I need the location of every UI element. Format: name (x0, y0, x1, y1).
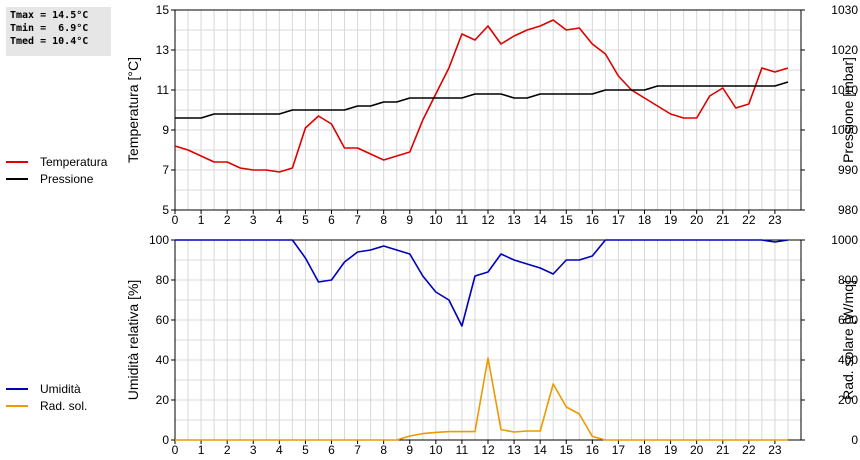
x-tick-label: 14 (533, 213, 547, 227)
y2-tick-label: 1010 (831, 83, 858, 97)
x-tick-label: 0 (172, 443, 179, 457)
stat-tmin: Tmin = 6.9°C (10, 23, 89, 34)
x-tick-label: 13 (507, 213, 521, 227)
y2-tick-label: 980 (838, 203, 858, 217)
legend-item-umidita: Umidità (6, 380, 87, 397)
y-tick-label: 20 (156, 393, 170, 407)
x-tick-label: 0 (172, 213, 179, 227)
y2-tick-label: 1000 (831, 123, 858, 137)
x-tick-label: 9 (406, 443, 413, 457)
y2-tick-label: 1020 (831, 43, 858, 57)
x-tick-label: 17 (612, 443, 626, 457)
y-tick-label: 15 (156, 3, 170, 17)
stat-tmax: Tmax = 14.5°C (10, 10, 89, 21)
y2-tick-label: 200 (838, 393, 858, 407)
x-tick-label: 10 (429, 443, 443, 457)
series-line-pressione (175, 81, 789, 119)
y-tick-label: 0 (162, 433, 169, 447)
y-tick-label: 7 (162, 163, 169, 177)
y-tick-label: 40 (156, 353, 170, 367)
x-tick-label: 21 (716, 443, 730, 457)
legend-label: Umidità (40, 381, 81, 396)
legend-swatch (6, 177, 28, 180)
x-tick-label: 23 (768, 213, 782, 227)
x-tick-label: 6 (328, 213, 335, 227)
y2-tick-label: 800 (838, 273, 858, 287)
y2-tick-label: 990 (838, 163, 858, 177)
x-tick-label: 4 (276, 213, 283, 227)
x-tick-label: 23 (768, 443, 782, 457)
x-tick-label: 1 (198, 443, 205, 457)
x-tick-label: 8 (380, 443, 387, 457)
x-tick-label: 15 (560, 443, 574, 457)
legend-item-temperatura: Temperatura (6, 153, 107, 170)
x-tick-label: 17 (612, 213, 626, 227)
series-line-temperatura (174, 19, 789, 173)
x-tick-label: 13 (507, 443, 521, 457)
y2-tick-label: 400 (838, 353, 858, 367)
x-tick-label: 21 (716, 213, 730, 227)
x-tick-label: 3 (250, 443, 257, 457)
x-tick-label: 19 (664, 443, 678, 457)
x-tick-label: 12 (481, 213, 495, 227)
x-tick-label: 5 (302, 443, 309, 457)
y-tick-label: 100 (149, 233, 169, 247)
series-line-umidit (175, 239, 789, 327)
x-tick-label: 4 (276, 443, 283, 457)
series-line-rad-sol (175, 357, 788, 441)
x-tick-label: 16 (586, 443, 600, 457)
x-tick-label: 15 (560, 213, 574, 227)
x-tick-label: 7 (354, 443, 361, 457)
legend-swatch (6, 160, 28, 163)
legend-swatch (6, 404, 28, 407)
x-tick-label: 20 (690, 213, 704, 227)
y2-axis-title: Rad. solare [W/mq] (840, 280, 856, 400)
stats-box: Tmax = 14.5°C Tmin = 6.9°C Tmed = 10.4°C (6, 7, 111, 56)
x-tick-label: 9 (406, 213, 413, 227)
y-tick-label: 60 (156, 313, 170, 327)
x-tick-label: 11 (456, 443, 469, 457)
x-tick-label: 1 (198, 213, 205, 227)
y2-tick-label: 1030 (831, 3, 858, 17)
y-tick-label: 11 (157, 83, 170, 97)
y-axis-title: Temperatura [°C] (125, 57, 141, 163)
x-tick-label: 2 (224, 443, 231, 457)
y2-tick-label: 600 (838, 313, 858, 327)
x-tick-label: 22 (742, 443, 756, 457)
x-tick-label: 18 (638, 213, 652, 227)
x-tick-label: 3 (250, 213, 257, 227)
x-tick-label: 19 (664, 213, 678, 227)
x-tick-label: 18 (638, 443, 652, 457)
legend-swatch (6, 387, 28, 390)
legend-bottom: Umidità Rad. sol. (6, 380, 87, 414)
x-tick-label: 6 (328, 443, 335, 457)
y-tick-label: 5 (162, 203, 169, 217)
stat-tmed: Tmed = 10.4°C (10, 36, 89, 47)
x-tick-label: 16 (586, 213, 600, 227)
y2-tick-label: 0 (851, 433, 858, 447)
legend-top: Temperatura Pressione (6, 153, 107, 187)
x-tick-label: 8 (380, 213, 387, 227)
x-tick-label: 5 (302, 213, 309, 227)
legend-label: Rad. sol. (40, 398, 88, 413)
x-tick-label: 14 (533, 443, 547, 457)
y-axis-title: Umidità relativa [%] (125, 280, 141, 401)
y-tick-label: 9 (162, 123, 169, 137)
legend-item-pressione: Pressione (6, 170, 107, 187)
legend-label: Pressione (40, 171, 94, 186)
y-tick-label: 80 (156, 273, 170, 287)
x-tick-label: 11 (456, 213, 469, 227)
x-tick-label: 20 (690, 443, 704, 457)
x-tick-label: 2 (224, 213, 231, 227)
legend-item-rad-sol: Rad. sol. (6, 397, 87, 414)
x-tick-label: 22 (742, 213, 756, 227)
x-tick-label: 7 (354, 213, 361, 227)
y-tick-label: 13 (156, 43, 170, 57)
x-tick-label: 12 (481, 443, 495, 457)
y2-axis-title: Pressione [mbar] (840, 57, 856, 163)
y2-tick-label: 1000 (831, 233, 858, 247)
legend-label: Temperatura (40, 154, 108, 169)
x-tick-label: 10 (429, 213, 443, 227)
